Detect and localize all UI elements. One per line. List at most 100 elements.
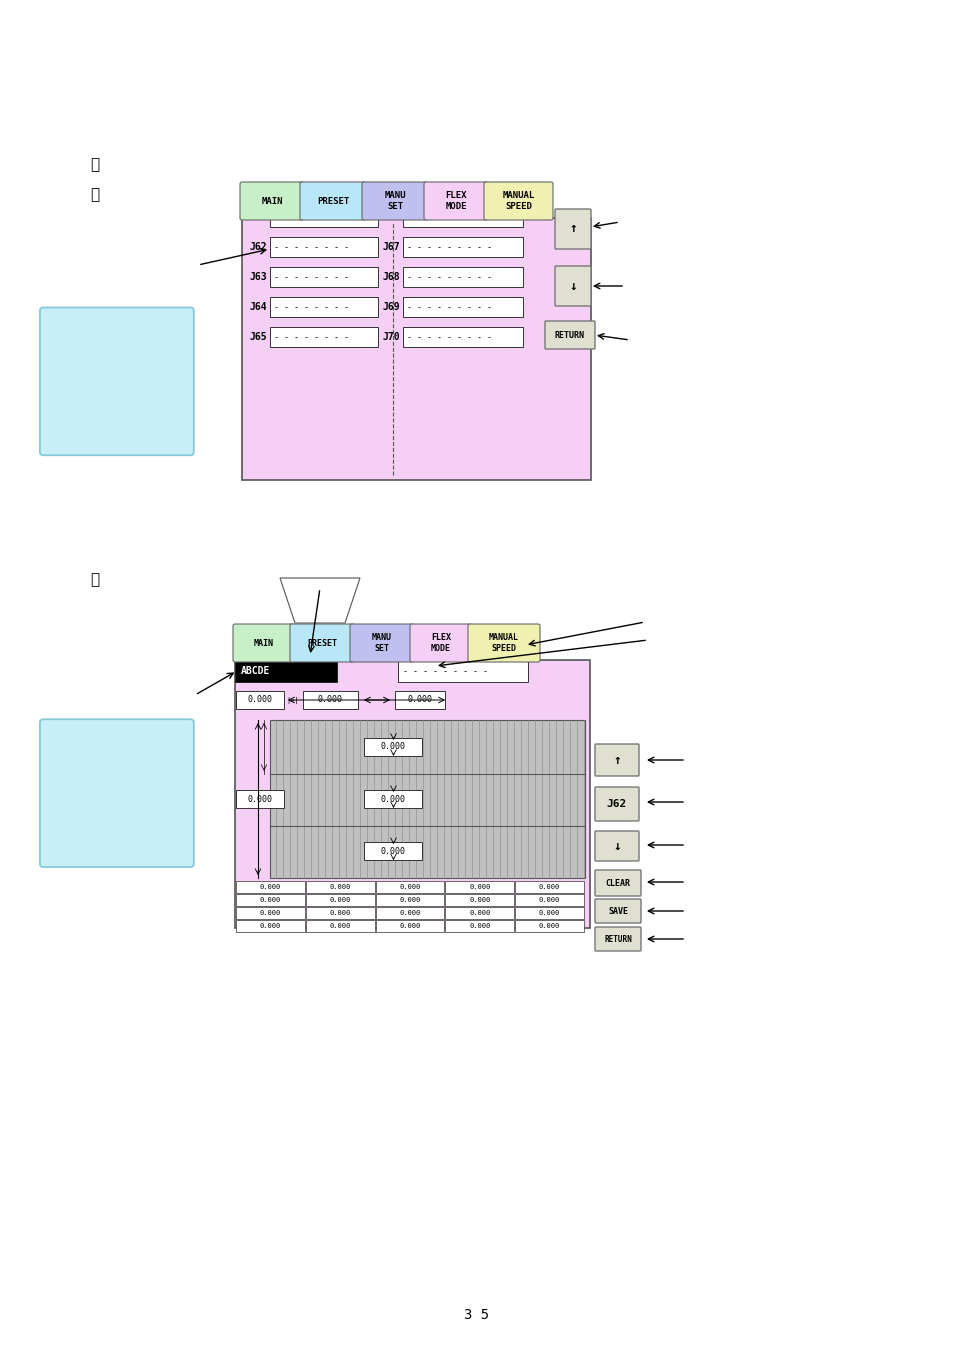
Text: - - - - - - - - -: - - - - - - - - - bbox=[407, 273, 492, 282]
Text: MANUAL
SPEED: MANUAL SPEED bbox=[502, 192, 534, 211]
FancyBboxPatch shape bbox=[234, 660, 589, 927]
FancyBboxPatch shape bbox=[361, 182, 428, 220]
Text: J63: J63 bbox=[249, 271, 267, 282]
Text: 0.000: 0.000 bbox=[538, 884, 559, 890]
Text: J66: J66 bbox=[382, 212, 399, 221]
Text: - - - - - - - -: - - - - - - - - bbox=[274, 273, 349, 282]
FancyBboxPatch shape bbox=[402, 297, 522, 317]
FancyBboxPatch shape bbox=[270, 238, 377, 256]
FancyBboxPatch shape bbox=[483, 182, 553, 220]
Text: CLEAR: CLEAR bbox=[605, 879, 630, 887]
Text: 0.000: 0.000 bbox=[538, 923, 559, 929]
FancyBboxPatch shape bbox=[235, 790, 284, 809]
Text: 0.000: 0.000 bbox=[247, 795, 273, 803]
Text: ↑: ↑ bbox=[613, 753, 620, 767]
FancyBboxPatch shape bbox=[233, 624, 294, 662]
Text: - - - - - - - -: - - - - - - - - bbox=[274, 302, 349, 312]
Text: SAVE: SAVE bbox=[607, 906, 627, 915]
FancyBboxPatch shape bbox=[595, 787, 639, 821]
Text: - - - - - - - - -: - - - - - - - - - bbox=[407, 332, 492, 342]
Text: - - - - - - - - -: - - - - - - - - - bbox=[402, 667, 488, 675]
Text: 0.000: 0.000 bbox=[380, 795, 406, 803]
Text: - - - - - - - -: - - - - - - - - bbox=[274, 243, 349, 251]
Text: 0.000: 0.000 bbox=[329, 910, 351, 917]
Text: ①: ① bbox=[91, 158, 99, 173]
FancyBboxPatch shape bbox=[235, 691, 284, 709]
Text: 0.000: 0.000 bbox=[399, 910, 420, 917]
Text: 0.000: 0.000 bbox=[469, 923, 490, 929]
FancyBboxPatch shape bbox=[242, 217, 590, 481]
FancyBboxPatch shape bbox=[306, 894, 375, 906]
FancyBboxPatch shape bbox=[235, 882, 304, 892]
FancyBboxPatch shape bbox=[395, 691, 444, 709]
FancyBboxPatch shape bbox=[299, 182, 366, 220]
FancyBboxPatch shape bbox=[402, 327, 522, 347]
FancyBboxPatch shape bbox=[375, 907, 444, 919]
FancyBboxPatch shape bbox=[515, 894, 583, 906]
Text: 0.000: 0.000 bbox=[317, 695, 342, 705]
FancyBboxPatch shape bbox=[544, 321, 595, 350]
FancyBboxPatch shape bbox=[515, 919, 583, 931]
Text: 0.000: 0.000 bbox=[259, 884, 281, 890]
Text: MAIN: MAIN bbox=[253, 639, 274, 648]
FancyBboxPatch shape bbox=[445, 882, 514, 892]
FancyBboxPatch shape bbox=[445, 894, 514, 906]
Text: 0.000: 0.000 bbox=[469, 884, 490, 890]
FancyBboxPatch shape bbox=[306, 907, 375, 919]
Text: MAIN: MAIN bbox=[261, 197, 282, 205]
Text: 0.000: 0.000 bbox=[329, 884, 351, 890]
Text: - - - - - - - - -: - - - - - - - - - bbox=[407, 302, 492, 312]
Text: - - - - - - - - -: - - - - - - - - - bbox=[407, 212, 492, 221]
FancyBboxPatch shape bbox=[595, 832, 639, 861]
FancyBboxPatch shape bbox=[364, 790, 422, 809]
Text: 0.000: 0.000 bbox=[259, 910, 281, 917]
Text: J62: J62 bbox=[249, 242, 267, 252]
Text: MANUAL
SPEED: MANUAL SPEED bbox=[489, 633, 518, 652]
FancyBboxPatch shape bbox=[235, 919, 304, 931]
Text: 0.000: 0.000 bbox=[380, 743, 406, 752]
Text: FLEX
MODE: FLEX MODE bbox=[431, 633, 451, 652]
Text: 0.000: 0.000 bbox=[538, 896, 559, 903]
FancyBboxPatch shape bbox=[234, 660, 336, 682]
Text: J69: J69 bbox=[382, 302, 399, 312]
Text: - - - - - - - -: - - - - - - - - bbox=[274, 332, 349, 342]
FancyBboxPatch shape bbox=[397, 660, 527, 682]
Text: ↓: ↓ bbox=[569, 279, 577, 293]
FancyBboxPatch shape bbox=[402, 207, 522, 227]
Text: FLEX
MODE: FLEX MODE bbox=[445, 192, 466, 211]
Text: 0.000: 0.000 bbox=[399, 896, 420, 903]
FancyBboxPatch shape bbox=[364, 738, 422, 756]
FancyBboxPatch shape bbox=[240, 182, 304, 220]
FancyBboxPatch shape bbox=[402, 238, 522, 256]
FancyBboxPatch shape bbox=[350, 624, 414, 662]
Text: ABCDE: ABCDE bbox=[274, 212, 298, 221]
FancyBboxPatch shape bbox=[445, 907, 514, 919]
FancyBboxPatch shape bbox=[595, 927, 640, 950]
Text: RETURN: RETURN bbox=[603, 934, 631, 944]
Text: 0.000: 0.000 bbox=[259, 923, 281, 929]
Text: 0.000: 0.000 bbox=[407, 695, 432, 705]
Text: J64: J64 bbox=[249, 302, 267, 312]
Text: 0.000: 0.000 bbox=[469, 896, 490, 903]
Text: PRESET: PRESET bbox=[316, 197, 349, 205]
Text: MANU
SET: MANU SET bbox=[372, 633, 392, 652]
Text: J67: J67 bbox=[382, 242, 399, 252]
Text: ↑: ↑ bbox=[569, 223, 577, 235]
FancyBboxPatch shape bbox=[375, 894, 444, 906]
FancyBboxPatch shape bbox=[270, 327, 377, 347]
Text: J70: J70 bbox=[382, 332, 399, 342]
Text: - - - - - - - - -: - - - - - - - - - bbox=[407, 243, 492, 251]
Text: ABCDE: ABCDE bbox=[241, 666, 270, 676]
FancyBboxPatch shape bbox=[375, 882, 444, 892]
Text: 0.000: 0.000 bbox=[380, 846, 406, 856]
FancyBboxPatch shape bbox=[40, 308, 193, 455]
FancyBboxPatch shape bbox=[468, 624, 539, 662]
FancyBboxPatch shape bbox=[306, 919, 375, 931]
Text: 0.000: 0.000 bbox=[259, 896, 281, 903]
FancyBboxPatch shape bbox=[270, 267, 377, 288]
Text: 0.000: 0.000 bbox=[329, 896, 351, 903]
FancyBboxPatch shape bbox=[303, 691, 357, 709]
FancyBboxPatch shape bbox=[375, 919, 444, 931]
Text: 0.000: 0.000 bbox=[399, 884, 420, 890]
Text: 0.000: 0.000 bbox=[247, 695, 273, 705]
